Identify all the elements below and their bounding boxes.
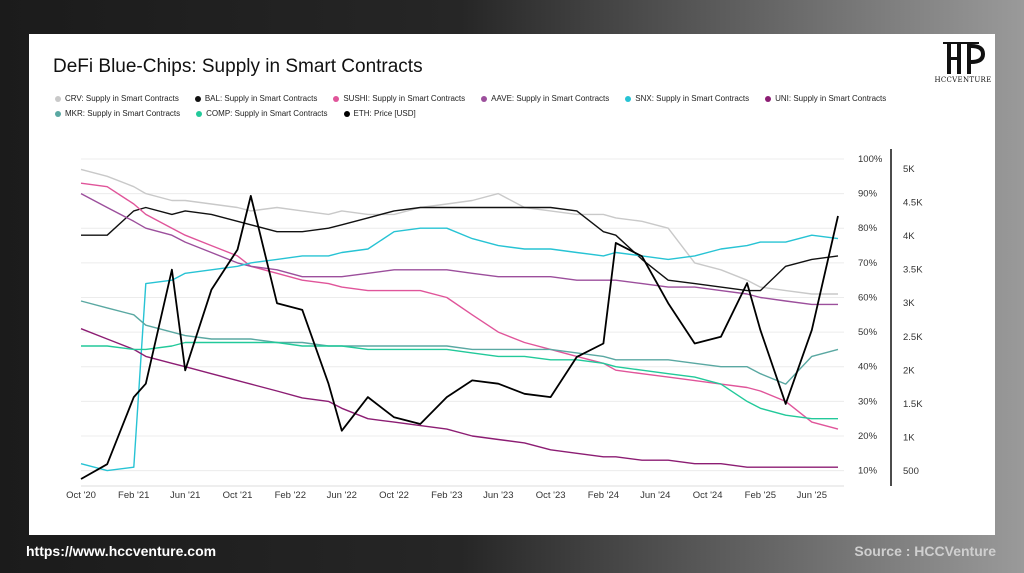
y-right-tick-label: 1K (903, 432, 915, 443)
x-tick-label: Oct '21 (223, 490, 253, 501)
y-left-tick-label: 50% (858, 327, 878, 338)
legend-swatch (481, 96, 488, 102)
y-right-tick-label: 4K (903, 231, 915, 242)
legend-swatch (765, 96, 772, 102)
y-left-tick-label: 30% (858, 396, 878, 407)
y-right-tick-label: 500 (903, 466, 919, 477)
hcc-logo-icon (937, 40, 989, 88)
y-right-tick-label: 2K (903, 365, 915, 376)
legend-swatch (343, 111, 350, 117)
series-line (80, 328, 838, 468)
x-tick-label: Jun '23 (483, 490, 513, 501)
y-right-tick-label: 3.5K (903, 265, 923, 276)
legend-swatch (333, 96, 340, 102)
series-line (80, 194, 839, 480)
series-line (80, 168, 838, 295)
x-tick-label: Jun '21 (170, 490, 200, 501)
y-left-tick-label: 80% (858, 223, 878, 234)
legend-item[interactable]: CRV: Supply in Smart Contracts (55, 92, 179, 106)
chart-title: DeFi Blue-Chips: Supply in Smart Contrac… (53, 56, 423, 77)
x-tick-label: Oct '23 (536, 490, 566, 501)
footer-source: Source : HCCVenture (854, 543, 996, 559)
x-tick-label: Feb '21 (118, 490, 149, 501)
y-left-tick-label: 100% (858, 154, 883, 165)
legend-swatch (55, 96, 61, 102)
legend-swatch (55, 111, 61, 117)
legend-item[interactable]: UNI: Supply in Smart Contracts (765, 92, 886, 106)
series-line (80, 227, 839, 472)
y-right-tick-label: 1.5K (903, 399, 923, 410)
series-line (80, 182, 839, 430)
x-tick-label: Jun '24 (640, 490, 670, 501)
legend-label: CRV: Supply in Smart Contracts (65, 94, 179, 103)
legend-item[interactable]: SNX: Supply in Smart Contracts (625, 92, 749, 106)
y-left-tick-label: 20% (858, 431, 878, 442)
plot-area: 100% 90% 80% 70% 60% 50% 40% 30% 20% 10% 5K 4.5K 4K 3… (66, 149, 923, 501)
legend-label: UNI: Supply in Smart Contracts (775, 94, 887, 103)
x-tick-label: Feb '22 (275, 490, 306, 501)
legend-label: AAVE: Supply in Smart Contracts (491, 94, 610, 103)
x-tick-label: Oct '24 (693, 490, 723, 501)
y-right-tick-label: 3K (903, 298, 915, 309)
series-line (81, 341, 838, 420)
y-left-tick-label: 10% (858, 466, 878, 477)
x-tick-label: Feb '25 (745, 490, 776, 501)
legend-item[interactable]: COMP: Supply in Smart Contracts (196, 107, 328, 121)
series-line (80, 300, 839, 385)
x-tick-label: Jun '22 (327, 490, 357, 501)
legend-swatch (625, 96, 632, 102)
series-line (80, 192, 838, 306)
y-right-tick-label: 4.5K (903, 198, 923, 209)
legend-label: SUSHI: Supply in Smart Contracts (343, 94, 466, 103)
legend-swatch (196, 111, 203, 117)
legend-label: COMP: Supply in Smart Contracts (206, 109, 328, 118)
legend-label: BAL: Supply in Smart Contracts (204, 94, 318, 103)
legend: CRV: Supply in Smart Contracts BAL: Suppl… (55, 92, 975, 122)
chart-card: DeFi Blue-Chips: Supply in Smart Contrac… (29, 34, 995, 535)
logo-text: HCCVENTURE (934, 76, 992, 84)
legend-label: SNX: Supply in Smart Contracts (635, 94, 750, 103)
y-right-tick-label: 5K (903, 164, 915, 175)
legend-item[interactable]: BAL: Supply in Smart Contracts (194, 92, 318, 106)
legend-item[interactable]: AAVE: Supply in Smart Contracts (481, 92, 609, 106)
y-right-tick-label: 2.5K (903, 332, 923, 343)
legend-swatch (194, 96, 201, 102)
y-left-tick-label: 40% (858, 362, 878, 373)
x-tick-label: Feb '24 (588, 490, 619, 501)
legend-item[interactable]: ETH: Price [USD] (343, 107, 416, 121)
y-left-tick-label: 70% (858, 258, 878, 269)
legend-label: ETH: Price [USD] (353, 109, 416, 118)
x-tick-label: Feb '23 (431, 490, 462, 501)
y-left-tick-label: 90% (858, 189, 878, 200)
legend-label: MKR: Supply in Smart Contracts (65, 109, 181, 118)
y-left-tick-label: 60% (858, 292, 878, 303)
footer-url-link[interactable]: https://www.hccventure.com (26, 543, 217, 559)
legend-item[interactable]: MKR: Supply in Smart Contracts (55, 107, 180, 121)
x-tick-label: Oct '20 (66, 490, 96, 501)
series-line (81, 206, 839, 292)
legend-item[interactable]: SUSHI: Supply in Smart Contracts (333, 92, 465, 106)
x-tick-label: Oct '22 (379, 490, 409, 501)
x-tick-label: Jun '25 (797, 490, 827, 501)
